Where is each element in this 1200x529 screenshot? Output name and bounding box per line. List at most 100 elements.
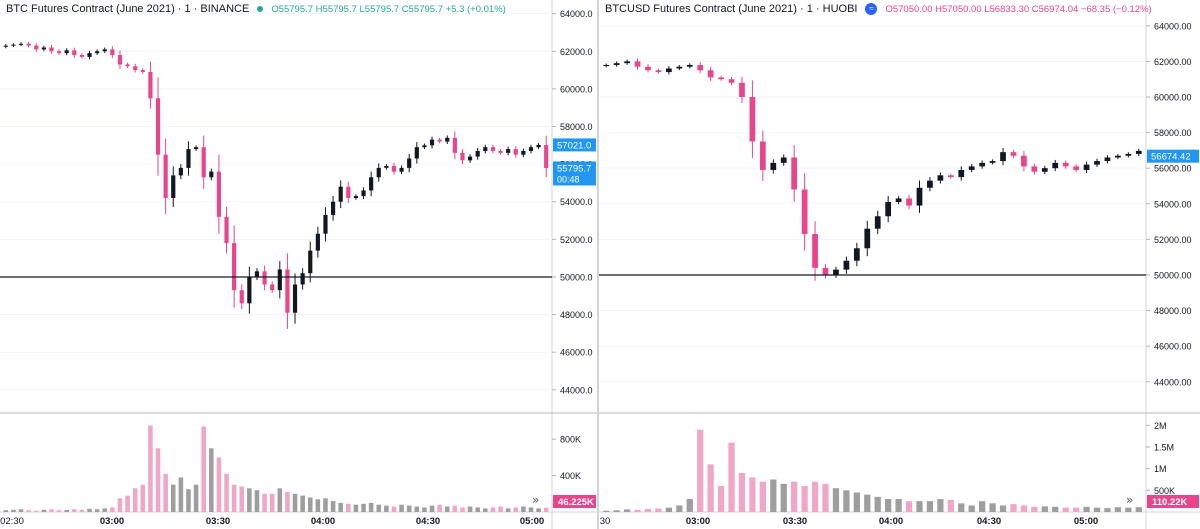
huobi-volume-bar xyxy=(1083,506,1090,512)
binance-volume-bar xyxy=(178,477,184,512)
huobi-candle xyxy=(801,189,808,235)
huobi-volume-bar xyxy=(791,481,798,512)
binance-candle xyxy=(270,284,275,291)
binance-candle xyxy=(171,175,176,198)
binance-candle xyxy=(140,70,145,72)
binance-candle xyxy=(125,64,130,67)
huobi-xtick-label: 03:00 xyxy=(686,516,710,527)
huobi-volume-bar xyxy=(853,492,860,512)
huobi-candle xyxy=(645,66,651,71)
binance-candle xyxy=(467,156,473,161)
huobi-ytick-label: 54000.00 xyxy=(1154,199,1192,209)
huobi-volume-bar xyxy=(613,510,620,512)
binance-candle xyxy=(148,71,153,99)
binance-volume-bar xyxy=(429,505,435,512)
huobi-ytick-label: 44000.00 xyxy=(1154,377,1192,387)
huobi-xtick-label: 04:30 xyxy=(977,516,1001,527)
binance-volume-bar xyxy=(353,504,359,512)
huobi-volume-bar xyxy=(1041,506,1048,512)
huobi-candle xyxy=(937,175,944,181)
binance-volume-bar xyxy=(170,484,176,512)
huobi-ytick-label: 56000.00 xyxy=(1154,164,1192,174)
huobi-candle xyxy=(666,68,672,73)
binance-candle xyxy=(399,167,404,172)
binance-candle xyxy=(315,233,320,251)
binance-volume-bar xyxy=(3,510,9,512)
huobi-volume-bar xyxy=(989,503,996,512)
huobi-volume-bar xyxy=(634,509,641,512)
chart-panel-huobi[interactable]: 64000.00 62000.00 60000.00 58000.00 56000.00… xyxy=(599,0,1200,529)
binance-candle xyxy=(300,273,305,285)
binance-volume-bar xyxy=(18,509,24,512)
huobi-volume-bar xyxy=(1031,506,1038,512)
binance-xtick-label: 04:00 xyxy=(311,516,335,527)
binance-ytick-label: 46000.0 xyxy=(560,348,593,358)
binance-volume-bar xyxy=(292,493,298,512)
binance-candle xyxy=(56,51,62,54)
huobi-volume-bar xyxy=(780,483,787,512)
binance-candle xyxy=(330,201,336,215)
binance-candle xyxy=(544,144,549,168)
huobi-candle xyxy=(979,162,986,167)
binance-price-label-bg xyxy=(553,138,596,152)
binance-candle xyxy=(193,147,199,150)
binance-volume-bar xyxy=(543,507,549,512)
binance-candle xyxy=(475,150,480,157)
binance-candle xyxy=(528,147,534,151)
binance-candle xyxy=(72,50,77,56)
huobi-chart-svg[interactable]: 64000.00 62000.00 60000.00 58000.00 56000.00… xyxy=(599,0,1200,529)
binance-volume-tick-label: 400K xyxy=(560,471,581,481)
huobi-candle xyxy=(1052,162,1059,169)
double-chevron-right-icon[interactable]: » xyxy=(532,493,539,507)
huobi-volume-bar xyxy=(916,501,923,512)
huobi-ytick-label: 60000.00 xyxy=(1154,92,1192,102)
binance-volume-bar xyxy=(140,484,146,512)
binance-ytick-label: 54000.0 xyxy=(560,197,593,207)
binance-candle xyxy=(391,166,397,172)
huobi-volume-bar xyxy=(926,501,934,512)
binance-chart-svg[interactable]: 64000.062000.060000.058000.056000.054000… xyxy=(0,0,597,529)
panel-divider[interactable] xyxy=(597,0,599,529)
double-chevron-right-icon[interactable]: » xyxy=(1126,493,1133,507)
huobi-candle xyxy=(603,64,610,67)
binance-volume-bar xyxy=(490,507,496,512)
huobi-candle xyxy=(1000,152,1006,162)
binance-candle xyxy=(49,47,54,52)
binance-candle xyxy=(18,43,24,45)
binance-candle xyxy=(323,214,328,234)
huobi-volume-bar xyxy=(1114,507,1122,512)
huobi-candle xyxy=(728,79,735,83)
binance-volume-bar xyxy=(437,504,442,512)
binance-candle xyxy=(34,45,39,50)
huobi-volume-bar xyxy=(623,509,631,512)
huobi-volume-tick-label: 1M xyxy=(1154,464,1167,474)
binance-candle xyxy=(239,290,244,304)
huobi-volume-bar xyxy=(905,501,913,512)
binance-candle xyxy=(460,152,465,161)
binance-candle xyxy=(445,137,450,142)
binance-candle xyxy=(178,167,183,176)
binance-volume-bar xyxy=(254,490,260,512)
huobi-candle xyxy=(885,202,892,217)
binance-candle xyxy=(87,53,92,57)
binance-volume-bar xyxy=(117,498,123,512)
binance-volume-bar xyxy=(483,508,488,512)
binance-xtick-label: 03:30 xyxy=(206,516,230,527)
binance-candle xyxy=(536,144,541,148)
huobi-xtick-label: 05:00 xyxy=(1074,516,1098,527)
binance-candle xyxy=(26,43,31,46)
binance-volume-bar xyxy=(521,506,526,512)
binance-price-label-bg xyxy=(553,161,596,186)
binance-volume-bar xyxy=(536,508,541,512)
binance-candle xyxy=(133,66,138,71)
binance-volume-bar xyxy=(26,510,31,512)
chart-panel-binance[interactable]: 64000.062000.060000.058000.056000.054000… xyxy=(0,0,597,529)
huobi-candle xyxy=(749,96,756,142)
huobi-candle xyxy=(1083,164,1090,170)
binance-volume-bar xyxy=(33,510,39,512)
huobi-candle xyxy=(947,175,954,178)
huobi-candle xyxy=(853,248,860,261)
huobi-candle xyxy=(791,157,798,190)
binance-candle xyxy=(353,196,359,198)
huobi-volume-bar xyxy=(697,429,704,512)
